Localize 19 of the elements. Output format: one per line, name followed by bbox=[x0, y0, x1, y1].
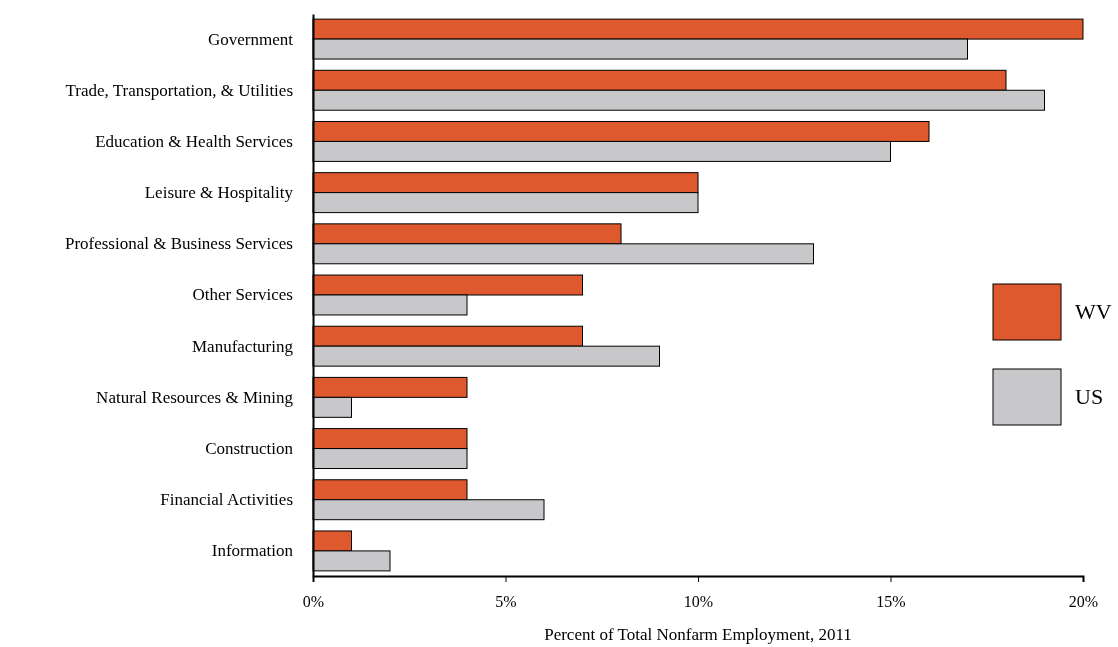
x-tick-label: 15% bbox=[876, 593, 906, 611]
y-tick-label: Trade, Transportation, & Utilities bbox=[65, 80, 293, 100]
y-tick-label: Manufacturing bbox=[191, 336, 294, 356]
y-tick-label: Information bbox=[211, 541, 294, 561]
x-tick-label: 5% bbox=[495, 593, 517, 611]
x-axis-title: Percent of Total Nonfarm Employment, 2011 bbox=[544, 625, 852, 644]
text: WV bbox=[1075, 299, 1112, 324]
y-tick-label: Government bbox=[208, 29, 294, 49]
x-tick-label: 10% bbox=[683, 593, 714, 611]
y-tick-label: Construction bbox=[205, 438, 294, 458]
y-tick-label: Financial Activities bbox=[160, 490, 293, 510]
y-tick-label: Natural Resources & Mining bbox=[96, 387, 294, 407]
y-tick-label: Education & Health Services bbox=[95, 131, 293, 151]
y-tick-label: Leisure & Hospitality bbox=[144, 183, 294, 203]
y-tick-label: Other Services bbox=[192, 285, 293, 305]
x-tick-label: 0% bbox=[302, 593, 325, 611]
y-tick-label: Professional & Business Services bbox=[64, 234, 293, 254]
text: US bbox=[1075, 384, 1104, 409]
x-tick-label: 20% bbox=[1068, 593, 1099, 611]
